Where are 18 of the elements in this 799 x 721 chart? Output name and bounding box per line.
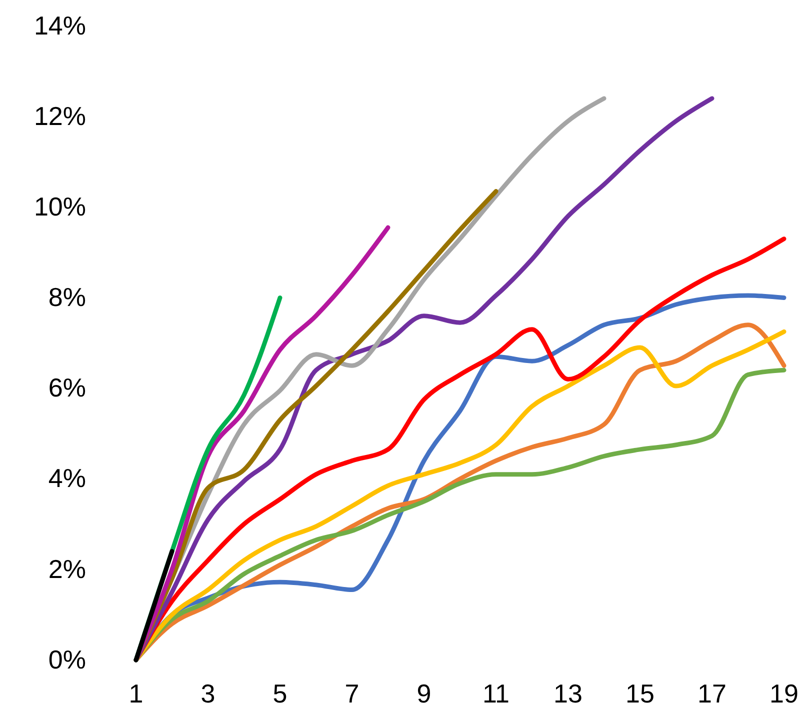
- y-tick-label: 14%: [34, 10, 86, 40]
- x-tick-label: 3: [200, 678, 216, 708]
- y-tick-label: 8%: [48, 282, 86, 312]
- y-tick-label: 2%: [48, 554, 86, 584]
- y-tick-label: 4%: [48, 463, 86, 494]
- x-tick-label: 11: [482, 678, 510, 708]
- y-tick-label: 6%: [48, 372, 86, 403]
- x-tick-label: 19: [770, 678, 798, 708]
- y-tick-label: 12%: [34, 100, 86, 131]
- x-tick-label: 9: [416, 678, 432, 708]
- x-tick-label: 1: [128, 678, 144, 708]
- x-tick-label: 15: [626, 678, 654, 708]
- x-tick-label: 5: [272, 678, 288, 708]
- y-tick-label: 10%: [34, 191, 86, 222]
- x-tick-label: 7: [344, 678, 360, 708]
- x-tick-label: 17: [698, 678, 726, 708]
- y-tick-label: 0%: [48, 644, 86, 674]
- x-tick-label: 13: [554, 678, 582, 708]
